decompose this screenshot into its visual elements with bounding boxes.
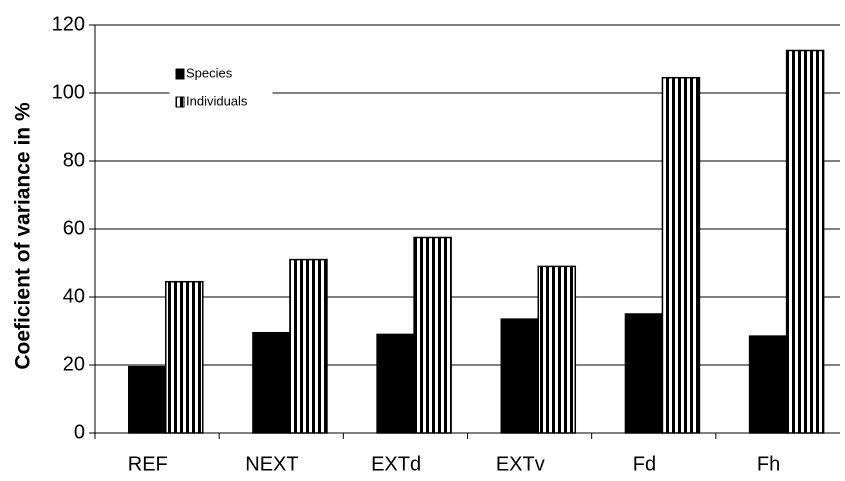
y-tick-label: 60	[63, 217, 85, 239]
bar	[785, 49, 825, 434]
y-tick-label: 0	[74, 421, 85, 443]
bar	[413, 236, 452, 434]
bar	[748, 335, 788, 434]
bar	[165, 280, 204, 434]
bar	[376, 333, 415, 434]
bar	[661, 76, 701, 434]
x-tick-label: REF	[128, 453, 168, 475]
bar	[500, 318, 540, 434]
bar	[128, 365, 167, 434]
y-tick-label: 40	[63, 285, 85, 307]
legend-box	[169, 59, 273, 119]
bar	[289, 258, 328, 434]
x-tick-label: Fd	[633, 453, 656, 475]
y-axis-label: Coeficient of variance in %	[12, 102, 35, 370]
x-tick-label: NEXT	[245, 453, 298, 475]
bar	[252, 331, 291, 434]
legend-label: Individuals	[186, 93, 248, 108]
bar	[537, 265, 577, 434]
legend-swatch	[175, 68, 185, 80]
legend-label: Species	[186, 65, 233, 80]
y-tick-label: 100	[52, 81, 85, 103]
x-tick-label: Fh	[757, 453, 780, 475]
x-tick-label: EXTd	[371, 453, 421, 475]
bar	[624, 313, 664, 434]
x-tick-label: EXTv	[496, 453, 545, 475]
y-tick-label: 80	[63, 149, 85, 171]
legend-swatch	[175, 96, 185, 108]
y-tick-label: 120	[52, 13, 85, 35]
y-tick-label: 20	[63, 353, 85, 375]
